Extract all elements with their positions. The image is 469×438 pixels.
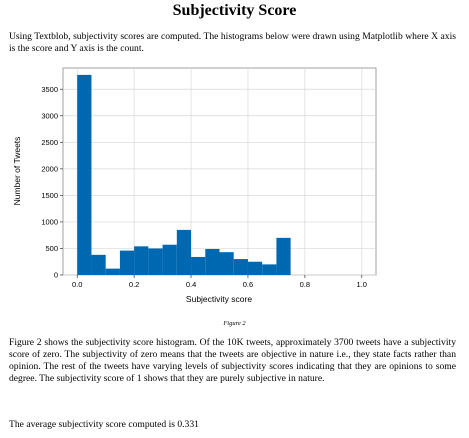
histogram-bar — [91, 254, 106, 275]
y-tick-label: 1500 — [41, 191, 58, 200]
histogram-bar — [262, 264, 277, 275]
y-axis-label: Number of Tweets — [12, 137, 22, 206]
histogram-bar — [148, 248, 163, 275]
y-tick-label: 2000 — [41, 164, 58, 173]
x-tick-label: 1.0 — [357, 280, 367, 289]
bars — [77, 74, 291, 276]
page-title: Subjectivity Score — [172, 2, 297, 19]
ticks: 0.0 0.2 0.4 0.6 0.8 1.0 0 500 1000 1500 2000 2500 30… — [41, 85, 367, 289]
grid — [63, 68, 376, 276]
histogram-bar — [205, 248, 220, 275]
x-axis-label: Subjectivity score — [186, 294, 252, 304]
histogram-bar — [162, 244, 177, 275]
histogram-bar — [105, 268, 120, 275]
x-tick-label: 0.8 — [300, 280, 310, 289]
histogram-bar — [233, 259, 248, 275]
intro-paragraph: Using Textblob, subjectivity scores are … — [9, 31, 456, 54]
y-tick-label: 3500 — [41, 85, 58, 94]
histogram-bar — [77, 74, 92, 276]
y-tick-label: 1000 — [41, 218, 58, 227]
x-tick-label: 0.6 — [243, 280, 253, 289]
histogram-bar — [134, 246, 149, 275]
discussion-paragraph: Figure 2 shows the subjectivity score hi… — [9, 337, 456, 384]
histogram-bar — [276, 237, 291, 275]
histogram-bar — [191, 256, 206, 275]
histogram-bar — [176, 229, 192, 275]
y-tick-label: 0 — [54, 271, 58, 280]
x-tick-label: 0.0 — [72, 280, 82, 289]
histogram-bar — [219, 252, 234, 275]
histogram-bar — [247, 261, 263, 275]
x-tick-label: 0.2 — [129, 280, 139, 289]
y-tick-label: 3000 — [41, 111, 58, 120]
subjectivity-histogram: 0.0 0.2 0.4 0.6 0.8 1.0 0 500 1000 1500 2000 2500 30… — [12, 67, 377, 304]
y-tick-label: 500 — [45, 244, 58, 253]
plot-area — [62, 67, 377, 276]
histogram-bar — [119, 250, 135, 275]
x-tick-label: 0.4 — [186, 280, 196, 289]
y-tick-label: 2500 — [41, 138, 58, 147]
figure-caption: Figure 2 — [223, 320, 246, 327]
average-score-sentence: The average subjectivity score computed … — [9, 419, 199, 430]
